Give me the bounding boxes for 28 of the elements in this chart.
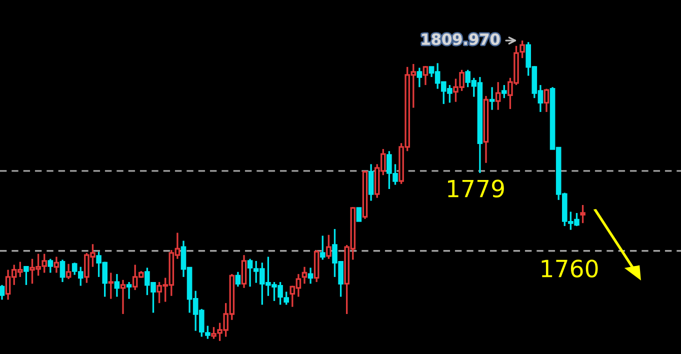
candlestick (66, 263, 72, 280)
ref-line-label: 1760 (542, 260, 598, 278)
candlestick (48, 258, 54, 274)
candlestick (60, 258, 66, 283)
candlestick (54, 256, 60, 274)
candlestick (235, 271, 241, 288)
candlestick (495, 81, 501, 111)
candlestick (108, 272, 114, 300)
candlestick (356, 207, 362, 222)
annotation: 1809.970 (422, 33, 500, 45)
candlestick (489, 86, 495, 111)
candlestick (308, 266, 314, 285)
candlestick (120, 279, 126, 315)
candlestick (0, 284, 5, 301)
candlestick (544, 88, 550, 113)
candlestick (320, 234, 326, 261)
candlestick (501, 84, 507, 99)
candlestick (302, 266, 308, 285)
candlestick (114, 273, 120, 298)
candlestick (126, 281, 132, 300)
candlestick (416, 66, 422, 88)
candlestick (580, 204, 586, 224)
candlestick (241, 254, 247, 289)
ref-line-label: 1779 (448, 180, 504, 198)
candlestick (326, 234, 332, 260)
candlestick (368, 163, 374, 202)
candlestick (422, 65, 428, 86)
candlestick (24, 266, 29, 286)
